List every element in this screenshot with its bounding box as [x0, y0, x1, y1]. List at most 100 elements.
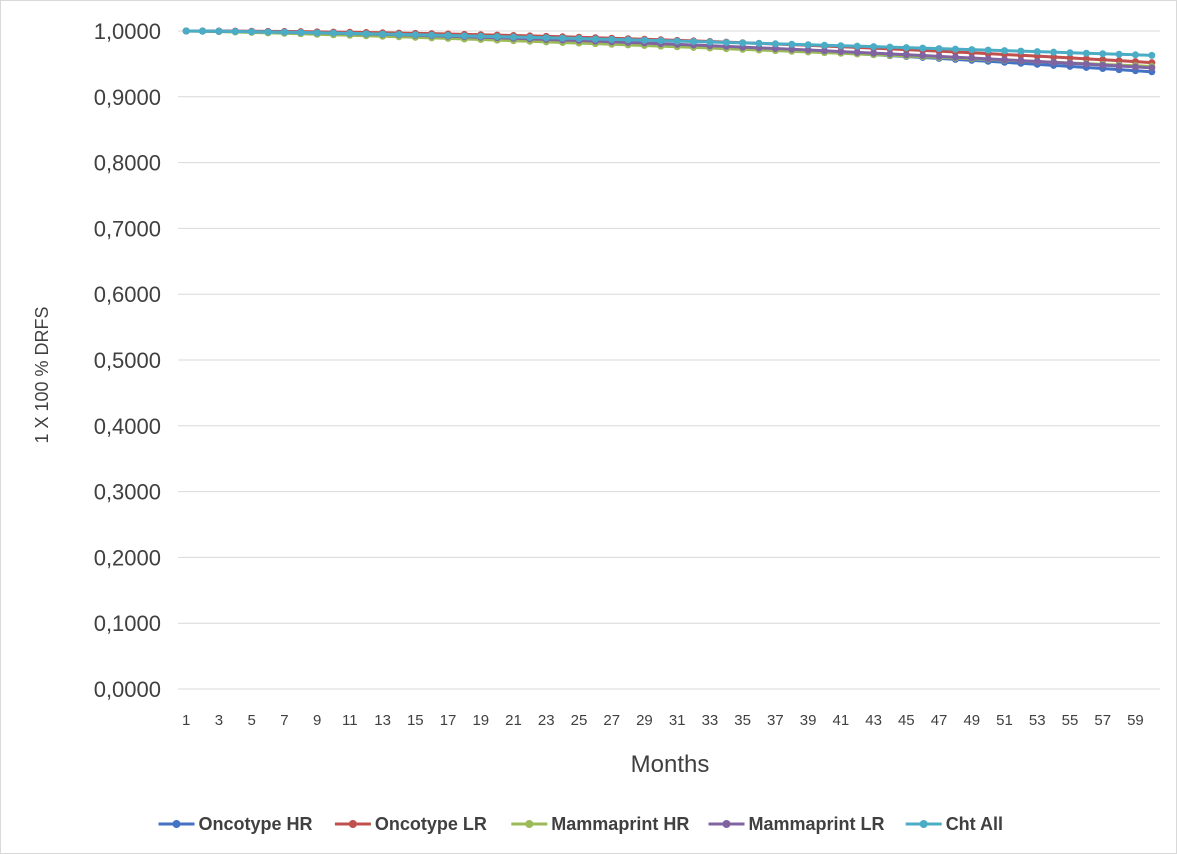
x-tick-label: 51 — [996, 712, 1013, 729]
data-point — [1017, 57, 1025, 65]
data-point — [853, 48, 861, 56]
data-point — [1148, 64, 1156, 72]
x-tick-label: 25 — [571, 712, 588, 729]
x-tick-label: 35 — [734, 712, 751, 729]
y-tick-label: 0,5000 — [94, 348, 161, 373]
data-point — [608, 35, 616, 43]
data-point — [1099, 50, 1107, 58]
data-point — [1082, 49, 1090, 57]
x-tick-label: 7 — [280, 712, 288, 729]
data-point — [493, 33, 501, 41]
y-tick-label: 0,4000 — [94, 414, 161, 439]
y-tick-labels: 0,0000 0,1000 0,2000 0,3000 0,4000 0,5000 0,60… — [94, 19, 161, 702]
data-point — [428, 31, 436, 39]
data-point — [968, 46, 976, 54]
grid-layer — [178, 30, 1160, 690]
x-tick-label: 5 — [247, 712, 255, 729]
series-group — [182, 27, 1156, 59]
data-point — [902, 51, 910, 59]
data-point — [673, 37, 681, 45]
data-point — [804, 46, 812, 54]
data-point — [264, 28, 272, 36]
y-tick-label: 0,8000 — [94, 151, 161, 176]
x-tick-label: 59 — [1127, 712, 1144, 729]
x-tick-label: 41 — [833, 712, 850, 729]
data-point — [1066, 49, 1074, 57]
series-layer — [182, 27, 1156, 76]
data-point — [690, 38, 698, 46]
data-point — [1148, 51, 1156, 59]
data-point — [280, 28, 288, 36]
x-tick-label: 23 — [538, 712, 555, 729]
data-point — [215, 27, 223, 35]
data-point — [1115, 62, 1123, 70]
data-point — [1082, 55, 1090, 63]
x-tick-label: 9 — [313, 712, 321, 729]
x-tick-label: 11 — [342, 712, 358, 729]
y-axis-title: 1 X 100 % DRFS — [32, 306, 52, 443]
x-tick-label: 47 — [931, 712, 948, 729]
data-point — [935, 52, 943, 60]
x-tick-label: 53 — [1029, 712, 1046, 729]
data-point — [739, 39, 747, 47]
data-point — [657, 37, 665, 45]
x-tick-label: 17 — [440, 712, 457, 729]
data-point — [559, 34, 567, 42]
data-point — [1017, 47, 1025, 55]
data-point — [919, 52, 927, 60]
data-point — [1033, 57, 1041, 65]
data-point — [984, 46, 992, 54]
data-point — [1082, 60, 1090, 68]
x-tick-label: 1 — [182, 712, 190, 729]
data-point — [624, 36, 632, 44]
x-tick-label: 39 — [800, 712, 817, 729]
x-axis-title: Months — [631, 751, 710, 778]
data-point — [362, 30, 370, 38]
data-point — [919, 44, 927, 52]
x-tick-label: 19 — [472, 712, 489, 729]
legend-label: Mammaprint LR — [749, 814, 885, 834]
data-point — [1131, 51, 1139, 59]
data-point — [1050, 53, 1058, 61]
data-point — [870, 43, 878, 51]
data-point — [706, 38, 714, 46]
legend-marker — [348, 820, 357, 828]
legend-label: Oncotype LR — [375, 814, 487, 834]
data-point — [182, 27, 190, 35]
data-point — [346, 29, 354, 37]
x-tick-label: 49 — [963, 712, 980, 729]
x-tick-label: 13 — [374, 712, 391, 729]
legend-item: Oncotype HR — [158, 814, 313, 834]
data-point — [984, 55, 992, 63]
data-point — [902, 44, 910, 52]
y-tick-label: 0,6000 — [94, 282, 161, 307]
data-point — [870, 49, 878, 57]
data-point — [575, 35, 583, 43]
data-point — [886, 43, 894, 51]
data-point — [591, 35, 599, 43]
data-point — [1131, 63, 1139, 71]
x-tick-labels: 1 3 5 7 9 11 13 15 17 19 21 23 25 27 29 31 33 35 37 39 41 43 4… — [182, 712, 1144, 729]
x-tick-label: 21 — [505, 712, 522, 729]
legend-marker — [172, 820, 181, 828]
data-point — [1066, 59, 1074, 67]
legend-marker — [525, 820, 534, 828]
data-point — [804, 41, 812, 49]
data-point — [951, 53, 959, 61]
x-tick-label: 55 — [1062, 712, 1079, 729]
y-tick-label: 0,3000 — [94, 480, 161, 505]
data-point — [1050, 48, 1058, 56]
data-point — [788, 40, 796, 48]
x-tick-label: 15 — [407, 712, 424, 729]
data-point — [329, 29, 337, 37]
data-point — [788, 45, 796, 53]
data-point — [886, 50, 894, 58]
data-point — [313, 29, 321, 37]
data-point — [820, 41, 828, 49]
data-point — [1099, 61, 1107, 69]
data-point — [1050, 58, 1058, 66]
data-point — [951, 45, 959, 53]
data-point — [248, 28, 256, 36]
